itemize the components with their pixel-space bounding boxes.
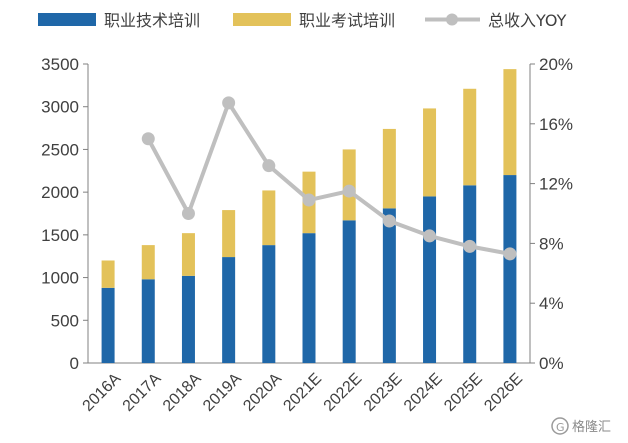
- bar-exam-training: [181, 233, 195, 276]
- left-tick-label: 1000: [41, 269, 79, 288]
- right-tick-label: 0%: [539, 354, 564, 373]
- watermark-logo-icon: [551, 417, 569, 435]
- bar-tech-training: [503, 175, 517, 363]
- bar-tech-training: [222, 257, 236, 363]
- bar-exam-training: [141, 245, 155, 280]
- right-tick-label: 4%: [539, 294, 564, 313]
- legend-marker-yoy: [446, 13, 458, 26]
- left-tick-label: 0: [70, 354, 79, 373]
- x-tick-label: 2023E: [361, 370, 406, 415]
- yoy-point: [262, 159, 276, 173]
- watermark-logo-letter: G: [556, 421, 565, 434]
- bar-tech-training: [342, 220, 356, 363]
- left-tick-label: 500: [51, 311, 79, 330]
- watermark-text: 格隆汇: [572, 419, 611, 435]
- x-tick-label: 2022E: [321, 370, 366, 415]
- yoy-point: [382, 214, 396, 228]
- yoy-point: [181, 207, 195, 220]
- yoy-line-layer: [141, 96, 517, 261]
- bar-tech-training: [181, 275, 195, 363]
- yoy-point: [222, 96, 236, 110]
- legend: 职业技术培训 职业考试培训 总收入YOY: [38, 11, 567, 30]
- legend-swatch-tech-training: [38, 13, 96, 26]
- left-tick-label: 3000: [41, 98, 79, 117]
- yoy-point: [503, 247, 517, 261]
- yoy-point: [423, 229, 437, 243]
- legend-label-yoy: 总收入YOY: [488, 11, 567, 30]
- x-tick-label: 2018A: [160, 370, 205, 415]
- yoy-point: [302, 193, 316, 207]
- bar-exam-training: [101, 260, 115, 288]
- legend-swatch-exam-training: [233, 13, 291, 26]
- right-tick-label: 16%: [539, 115, 573, 134]
- x-tick-label: 2016A: [80, 370, 125, 415]
- x-tick-label: 2025E: [441, 370, 486, 415]
- bar-tech-training: [382, 208, 396, 363]
- bar-exam-training: [423, 108, 437, 197]
- x-tick-label: 2020A: [240, 370, 285, 415]
- right-tick-label: 8%: [539, 234, 564, 253]
- bars-layer: [101, 69, 517, 363]
- left-tick-label: 2500: [41, 140, 79, 159]
- bar-tech-training: [463, 185, 477, 363]
- x-tick-label: 2024E: [401, 370, 446, 415]
- bar-tech-training: [141, 279, 155, 363]
- bar-tech-training: [302, 233, 316, 363]
- bar-exam-training: [503, 69, 517, 176]
- yoy-point: [141, 132, 155, 146]
- x-tick-label: 2021E: [280, 370, 325, 415]
- bar-exam-training: [463, 88, 477, 186]
- x-tick-label: 2017A: [120, 370, 165, 415]
- yoy-point: [342, 184, 356, 198]
- bar-exam-training: [222, 210, 236, 258]
- watermark: G 格隆汇: [551, 417, 611, 435]
- left-tick-label: 2000: [41, 183, 79, 202]
- legend-label-exam-training: 职业考试培训: [299, 11, 395, 30]
- bar-exam-training: [382, 128, 396, 209]
- legend-label-tech-training: 职业技术培训: [104, 11, 200, 30]
- right-tick-label: 12%: [539, 175, 573, 194]
- right-tick-label: 20%: [539, 55, 573, 74]
- x-tick-label: 2019A: [200, 370, 245, 415]
- yoy-line: [146, 100, 511, 256]
- left-tick-label: 3500: [41, 55, 79, 74]
- bar-tech-training: [423, 196, 437, 363]
- left-tick-label: 1500: [41, 226, 79, 245]
- bar-tech-training: [262, 245, 276, 363]
- x-tick-label: 2026E: [481, 370, 526, 415]
- bar-exam-training: [262, 190, 276, 246]
- bar-tech-training: [101, 287, 115, 363]
- yoy-point: [463, 239, 477, 253]
